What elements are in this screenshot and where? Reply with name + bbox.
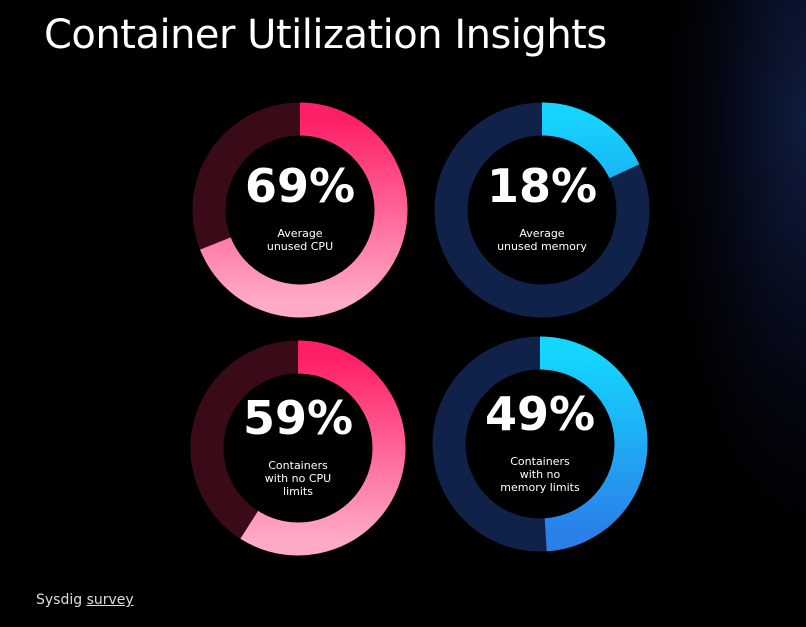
slide-title: Container Utilization Insights [44, 12, 607, 58]
donut-label: unused CPU [267, 240, 333, 253]
donut-label: Average [277, 227, 322, 240]
donut-arc [539, 336, 648, 552]
value-label: 59% [243, 391, 353, 445]
donut-label: with no CPU [265, 472, 331, 485]
donut-label: with no [520, 468, 561, 481]
donut-label: limits [283, 485, 313, 498]
value-label: 18% [487, 159, 597, 213]
donut-label: unused memory [497, 240, 587, 253]
donut-label: Average [519, 227, 564, 240]
donut-label: memory limits [500, 481, 580, 494]
source-text: Sysdig [36, 592, 83, 608]
donut-label: Containers [510, 455, 570, 468]
donut-arc [541, 102, 640, 179]
source: Sysdig survey [36, 592, 134, 608]
source-link[interactable]: survey [86, 592, 134, 608]
value-label: 49% [485, 387, 595, 441]
donut-label: Containers [268, 459, 328, 472]
value-label: 69% [245, 159, 355, 213]
donut-arc [240, 340, 406, 556]
donut-arc [200, 102, 408, 318]
